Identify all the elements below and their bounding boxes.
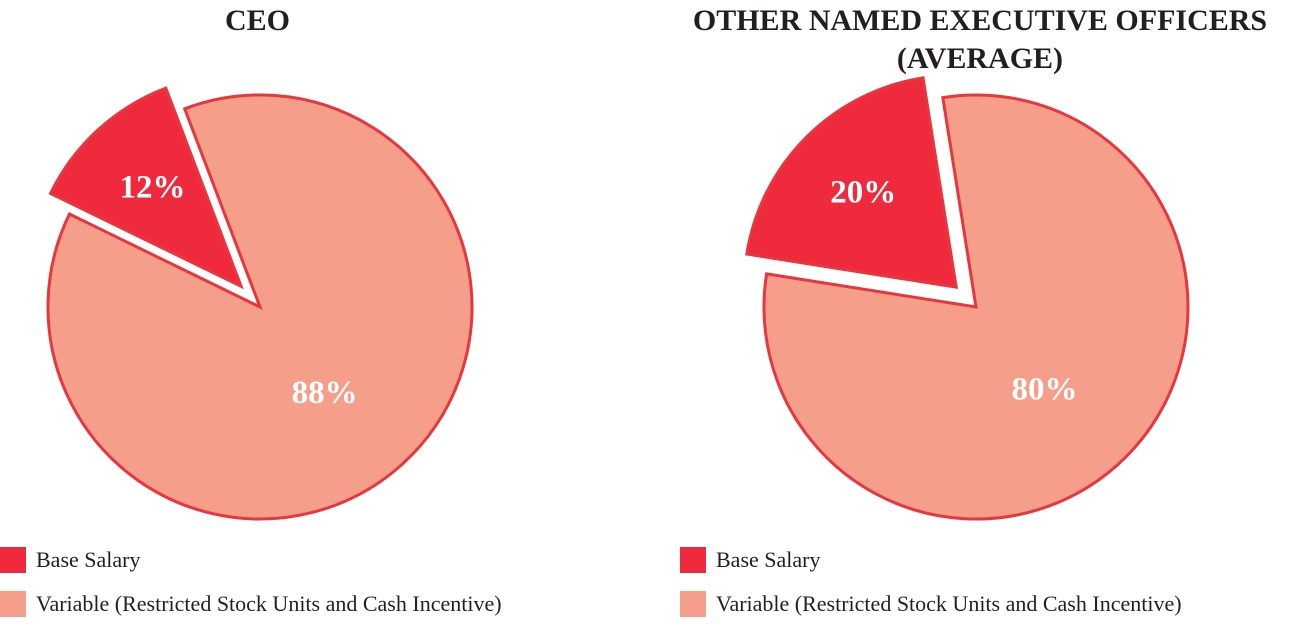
pie-other-neos: 20% 80% (745, 76, 1190, 521)
legend-item-base-salary: Base Salary (680, 538, 1182, 582)
legend-swatch-variable (0, 591, 26, 617)
pie-ceo: 12% 88% (46, 86, 474, 521)
legend-label-variable: Variable (Restricted Stock Units and Cas… (716, 591, 1182, 616)
legend-swatch-variable (680, 591, 706, 617)
chart-title-ceo: CEO (224, 4, 290, 37)
slice-label-variable: 80% (1011, 371, 1077, 407)
legend-swatch-base-salary (0, 547, 26, 573)
slice-label-variable: 88% (292, 375, 358, 411)
pie-slice-variable (762, 93, 1190, 521)
legend-item-variable: Variable (Restricted Stock Units and Cas… (680, 582, 1182, 626)
pie-slice-base-salary (745, 76, 959, 290)
pie-slice-variable (46, 93, 474, 521)
slice-label-base-salary: 20% (830, 174, 896, 210)
slice-label-base-salary: 12% (119, 169, 185, 205)
legend-item-base-salary: Base Salary (0, 538, 502, 582)
legend-swatch-base-salary (680, 547, 706, 573)
chart-ceo: CEO 12% 88% Base Salary Variable (Restric… (0, 0, 620, 621)
chart-title-other-neos: OTHER NAMED EXECUTIVE OFFICERS (AVERAGE) (692, 4, 1268, 75)
legend-label-base-salary: Base Salary (36, 547, 141, 572)
pie-slice-base-salary (48, 86, 244, 290)
chart-other-neos: OTHER NAMED EXECUTIVE OFFICERS (AVERAGE)… (680, 0, 1295, 621)
legend-item-variable: Variable (Restricted Stock Units and Cas… (0, 582, 502, 626)
legend-label-base-salary: Base Salary (716, 547, 821, 572)
legend-label-variable: Variable (Restricted Stock Units and Cas… (36, 591, 502, 616)
legend-other-neos: Base Salary Variable (Restricted Stock U… (680, 538, 1182, 626)
legend-ceo: Base Salary Variable (Restricted Stock U… (0, 538, 502, 626)
